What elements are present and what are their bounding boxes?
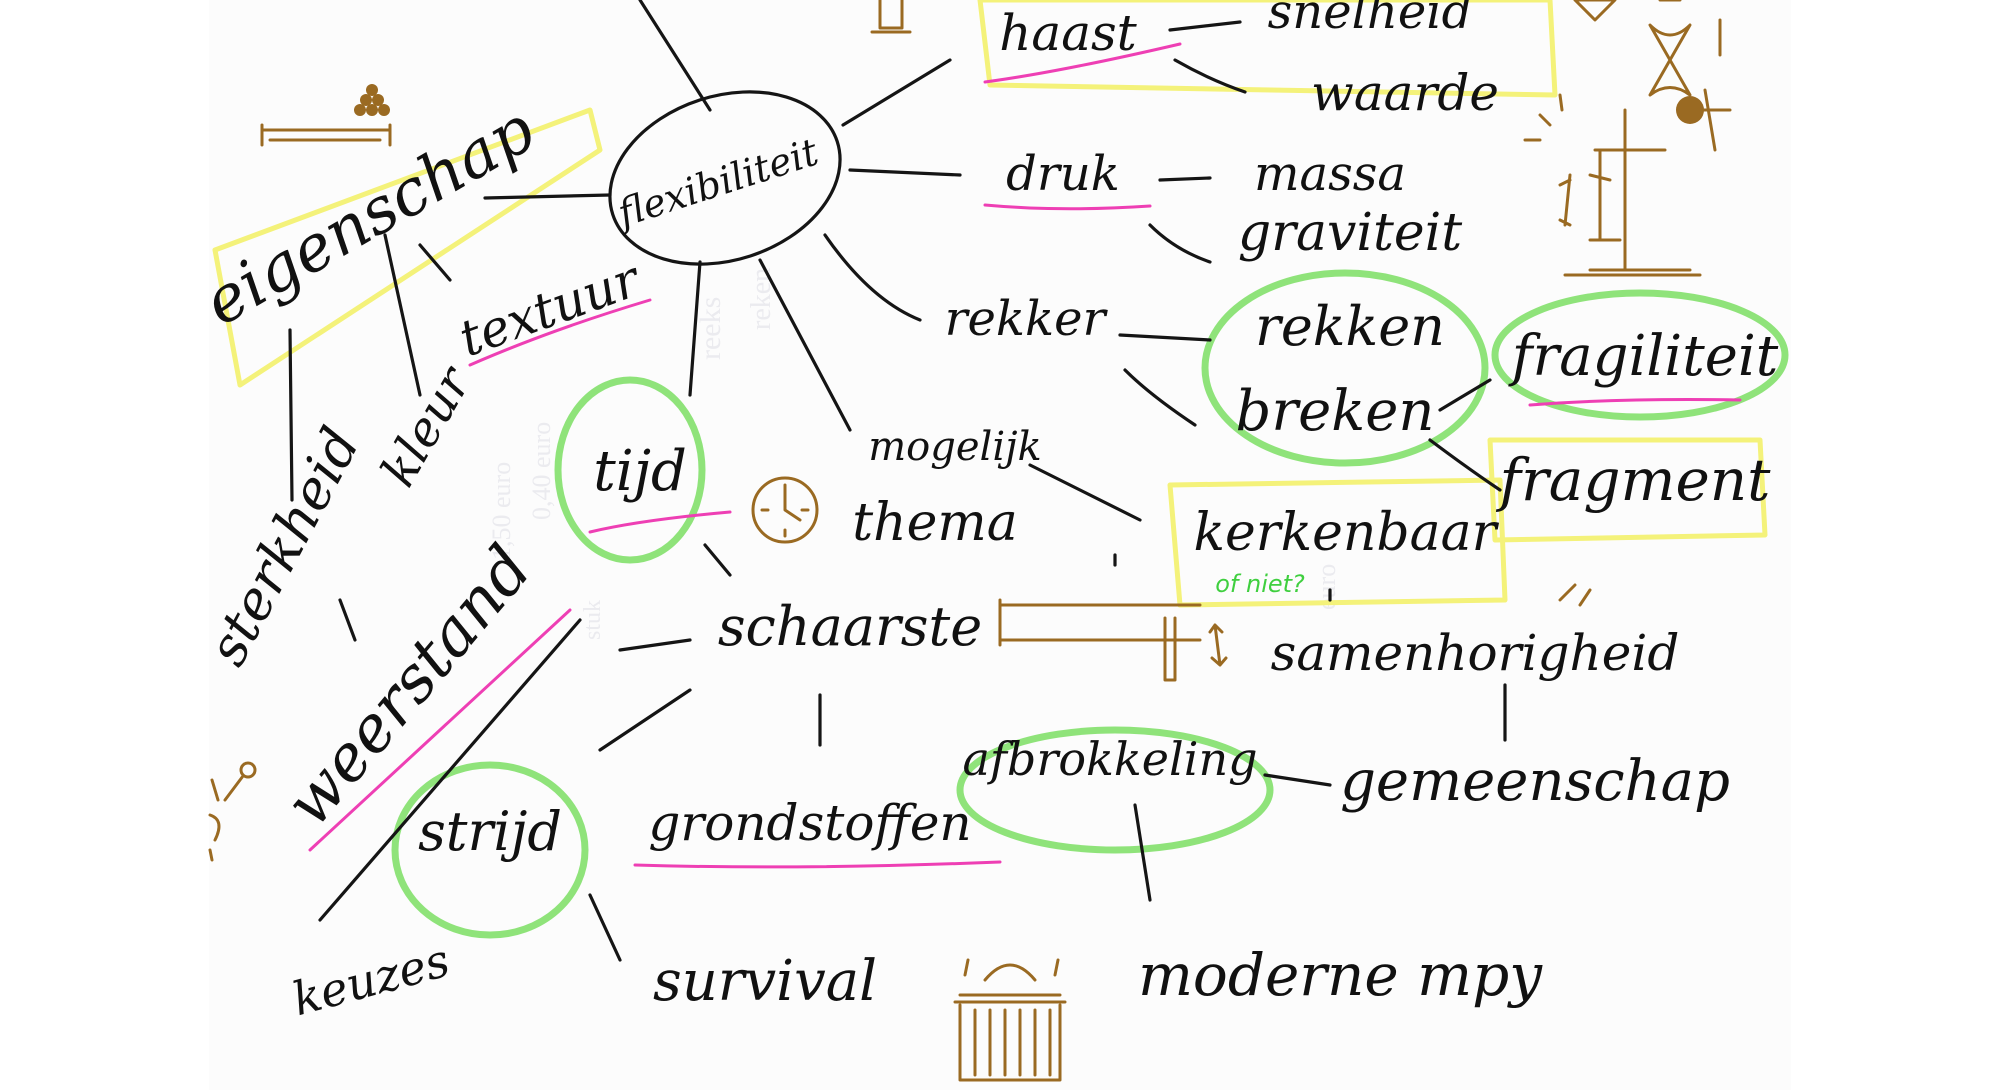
underline-weerstand	[308, 608, 572, 852]
concept-thema: thema	[852, 493, 1017, 553]
concept-mogelijk: mogelijk	[868, 424, 1042, 470]
connector	[483, 193, 612, 200]
connector	[758, 258, 852, 432]
figure-icon	[870, 0, 912, 34]
concept-kleur: kleur	[370, 355, 483, 495]
underline-haast	[983, 42, 1182, 84]
balance-scale-icon	[260, 84, 392, 147]
ghost-text: reeks	[694, 297, 727, 360]
connector	[1168, 20, 1242, 32]
concept-strijd: strijd	[418, 800, 562, 863]
concept-haast: haast	[999, 4, 1137, 62]
concept-samenhorigheid: samenhorigheid	[1271, 624, 1680, 682]
ghost-text: 1,50 euro	[487, 462, 516, 560]
green-circle-fragiliteit	[1491, 289, 1789, 421]
connector	[703, 543, 732, 577]
connector	[1118, 333, 1212, 342]
yellow-box-kerkenbaar	[1167, 477, 1508, 608]
green-circle-strijd	[391, 761, 589, 939]
connector	[823, 233, 922, 322]
connector	[1173, 58, 1247, 94]
central-node-outline	[608, 90, 842, 266]
connector	[688, 260, 702, 397]
concept-sterkheid: sterkheid	[195, 417, 372, 675]
connector	[841, 58, 952, 127]
concept-keuzes: keuzes	[287, 933, 455, 1027]
connector	[1438, 378, 1492, 412]
connector	[638, 0, 712, 112]
ghost-text: 0,40 euro	[527, 422, 556, 520]
clock-icon	[751, 476, 819, 544]
concept-rekken: rekken	[1255, 295, 1445, 358]
concept-druk: druk	[1006, 146, 1120, 202]
underline-textuur	[468, 298, 652, 367]
highlights	[212, 0, 1789, 939]
fragments-icon	[1558, 583, 1592, 607]
key-icon	[208, 761, 257, 862]
show-through-text: reeks reken euro 0,40 euro 1,50 euro stu…	[487, 268, 1341, 640]
concept-breken: breken	[1236, 379, 1435, 444]
connector	[418, 243, 452, 282]
concept-survival: survival	[653, 949, 877, 1014]
doodles	[208, 0, 1732, 1082]
green-circle-rekken	[1201, 269, 1489, 467]
concept-tijd: tijd	[593, 439, 687, 504]
notebook-page	[209, 0, 1791, 1090]
concept-afbrokkeling: afbrokkeling	[962, 732, 1257, 786]
connector	[848, 168, 962, 177]
connector	[588, 893, 622, 962]
connector	[318, 618, 582, 922]
concept-grondstoffen: grondstoffen	[648, 794, 971, 852]
concept-graviteit: graviteit	[1238, 203, 1462, 263]
connector	[1148, 223, 1212, 264]
concept-textuur: textuur	[452, 249, 650, 368]
concept-waarde: waarde	[1311, 64, 1499, 122]
concept-weerstand: weerstand	[271, 532, 546, 840]
ghost-text: reken	[746, 268, 777, 330]
connector	[1263, 773, 1332, 787]
museum-icon	[953, 958, 1067, 1082]
concept-schaarste: schaarste	[718, 595, 982, 658]
concept-gemeenschap: gemeenschap	[1340, 749, 1730, 814]
concept-fragment: fragment	[1496, 446, 1772, 514]
connector	[1428, 438, 1502, 492]
concept-massa: massa	[1254, 146, 1406, 202]
yellow-box-eigenschap	[212, 107, 603, 388]
underline-fragiliteit	[1528, 398, 1742, 407]
ghost-text: stuk	[580, 600, 606, 640]
connector	[618, 638, 692, 652]
scale-icon	[1523, 93, 1702, 277]
note-of-niet: of niet?	[1215, 570, 1305, 598]
connector	[338, 598, 357, 642]
underline-tijd	[588, 510, 732, 534]
connector	[1133, 803, 1152, 902]
connector	[1158, 176, 1212, 182]
concept-kerkenbaar: kerkenbaar	[1193, 503, 1499, 563]
connector	[383, 233, 422, 397]
yellow-box-haast	[977, 0, 1558, 98]
connectors	[288, 0, 1507, 962]
connector	[598, 688, 692, 752]
concept-fragiliteit: fragiliteit	[1508, 324, 1779, 389]
seesaw-icon	[998, 598, 1228, 682]
yellow-box-fragment	[1487, 437, 1768, 543]
concept-moderne-mpy: moderne mpy	[1138, 941, 1543, 1009]
underline-grondstoffen	[633, 860, 1002, 869]
concept-snelheid: snelheid	[1268, 0, 1473, 40]
hourglass-icon	[1573, 0, 1732, 152]
concept-rekker: rekker	[945, 291, 1109, 347]
connector	[1123, 368, 1197, 427]
underline-druk	[983, 203, 1152, 211]
central-concept: flexibiliteit	[610, 129, 824, 236]
green-circle-tijd	[554, 376, 706, 564]
connector	[1028, 463, 1142, 522]
green-circle-afbrokkeling	[956, 726, 1274, 854]
connector	[288, 328, 294, 502]
words: flexibiliteit eigenschap textuur haast s…	[192, 0, 1779, 1026]
